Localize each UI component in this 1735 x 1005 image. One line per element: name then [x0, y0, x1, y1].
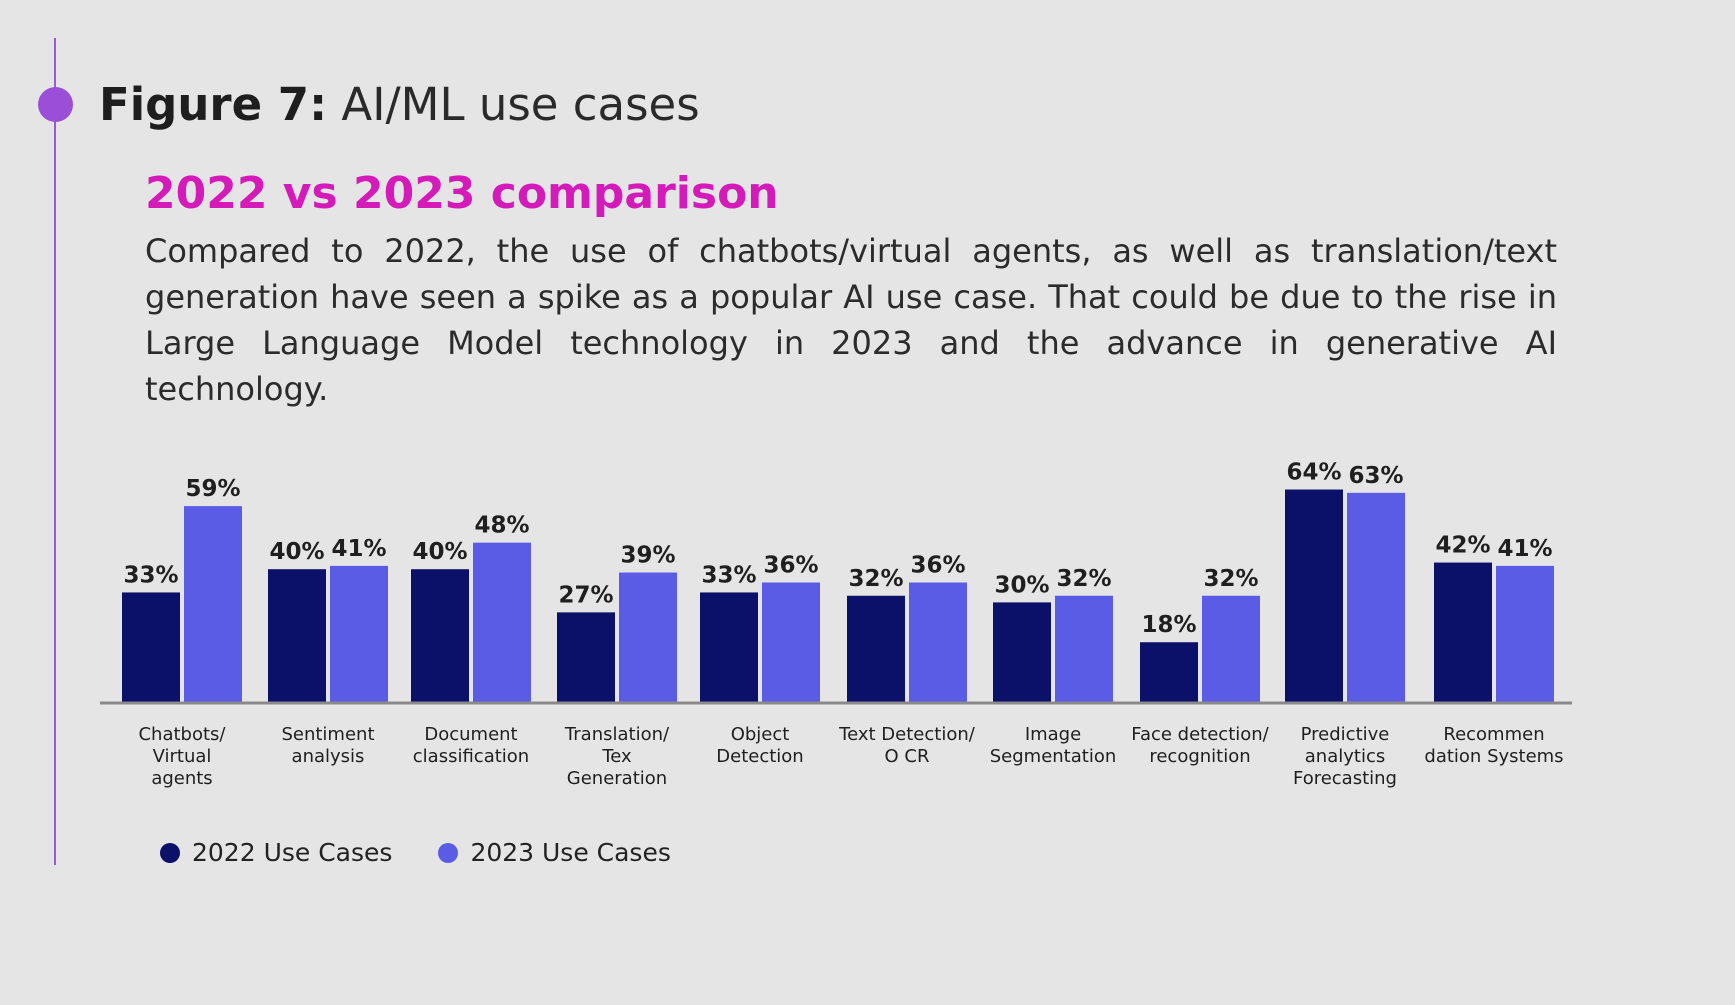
- data-label: 63%: [1348, 463, 1403, 489]
- data-label: 32%: [848, 566, 903, 592]
- data-label: 59%: [185, 476, 240, 502]
- category-label: Predictive: [1301, 724, 1390, 745]
- category-label: Sentiment: [281, 724, 374, 745]
- bar-2023: [1055, 595, 1113, 702]
- data-label: 33%: [123, 562, 178, 588]
- legend-item-2023: 2023 Use Cases: [438, 838, 671, 867]
- bar-2022: [1434, 562, 1492, 702]
- data-label: 40%: [269, 539, 324, 565]
- data-label: 41%: [1497, 536, 1552, 562]
- category-label: Recommen: [1443, 724, 1544, 745]
- bar-2023: [1202, 595, 1260, 702]
- bar-2022: [847, 595, 905, 702]
- category-label: Segmentation: [990, 746, 1117, 767]
- data-label: 39%: [620, 543, 675, 569]
- data-label: 42%: [1435, 533, 1490, 559]
- category-label: Document: [424, 724, 517, 745]
- legend-swatch-2022: [160, 842, 180, 863]
- category-label: Translation/: [564, 724, 670, 745]
- legend-item-2022: 2022 Use Cases: [160, 838, 392, 867]
- bar-2022: [700, 592, 758, 702]
- data-label: 41%: [331, 536, 386, 562]
- data-label: 33%: [701, 562, 756, 588]
- timeline-dot: [38, 87, 73, 122]
- category-label: analytics: [1305, 746, 1385, 767]
- figure-label: Figure 7:: [99, 78, 328, 131]
- category-label: Face detection/: [1131, 724, 1269, 745]
- bar-2022: [411, 569, 469, 702]
- category-label: O CR: [885, 746, 930, 767]
- bar-2023: [909, 582, 967, 702]
- category-label: Object: [731, 724, 790, 745]
- category-label: Forecasting: [1293, 768, 1397, 789]
- figure-title-text: AI/ML use cases: [341, 78, 700, 131]
- category-label: Detection: [716, 746, 803, 767]
- bar-2022: [993, 602, 1051, 702]
- category-label: recognition: [1149, 746, 1250, 767]
- category-label: classification: [413, 746, 529, 767]
- bar-2023: [762, 582, 820, 702]
- bar-2023: [184, 506, 242, 702]
- bar-2022: [1285, 489, 1343, 702]
- category-label: agents: [151, 768, 212, 789]
- chart-subtitle: 2022 vs 2023 comparison: [145, 168, 779, 219]
- data-label: 32%: [1203, 566, 1258, 592]
- data-label: 36%: [763, 552, 818, 578]
- category-label: Tex: [601, 746, 632, 767]
- legend-label-2022: 2022 Use Cases: [192, 838, 393, 867]
- data-label: 32%: [1056, 566, 1111, 592]
- data-label: 40%: [412, 539, 467, 565]
- legend-swatch-2023: [438, 842, 459, 863]
- category-label: Generation: [567, 768, 667, 789]
- bar-2023: [619, 572, 677, 702]
- figure-title: Figure 7: AI/ML use cases: [99, 77, 700, 133]
- bar-2023: [473, 542, 531, 702]
- bar-2022: [557, 612, 615, 702]
- timeline-line: [54, 38, 56, 865]
- category-label: Text Detection/: [838, 724, 976, 745]
- data-label: 48%: [474, 513, 529, 539]
- legend-label-2023: 2023 Use Cases: [470, 838, 671, 867]
- bar-2023: [1496, 565, 1554, 702]
- category-label: Image: [1025, 724, 1081, 745]
- bar-2022: [122, 592, 180, 702]
- chart-description: Compared to 2022, the use of chatbots/vi…: [145, 232, 1557, 408]
- bar-2023: [1347, 492, 1405, 702]
- data-label: 30%: [994, 572, 1049, 598]
- bar-2022: [268, 569, 326, 702]
- category-label: Chatbots/: [138, 724, 226, 745]
- category-label: Virtual: [153, 746, 212, 767]
- data-label: 27%: [558, 582, 613, 608]
- category-label: dation Systems: [1424, 746, 1563, 767]
- data-label: 36%: [910, 552, 965, 578]
- bar-2022: [1140, 642, 1198, 702]
- chart-legend: 2022 Use Cases 2023 Use Cases: [160, 838, 717, 867]
- bar-2023: [330, 565, 388, 702]
- data-label: 64%: [1286, 460, 1341, 486]
- category-label: analysis: [292, 746, 365, 767]
- data-label: 18%: [1141, 612, 1196, 638]
